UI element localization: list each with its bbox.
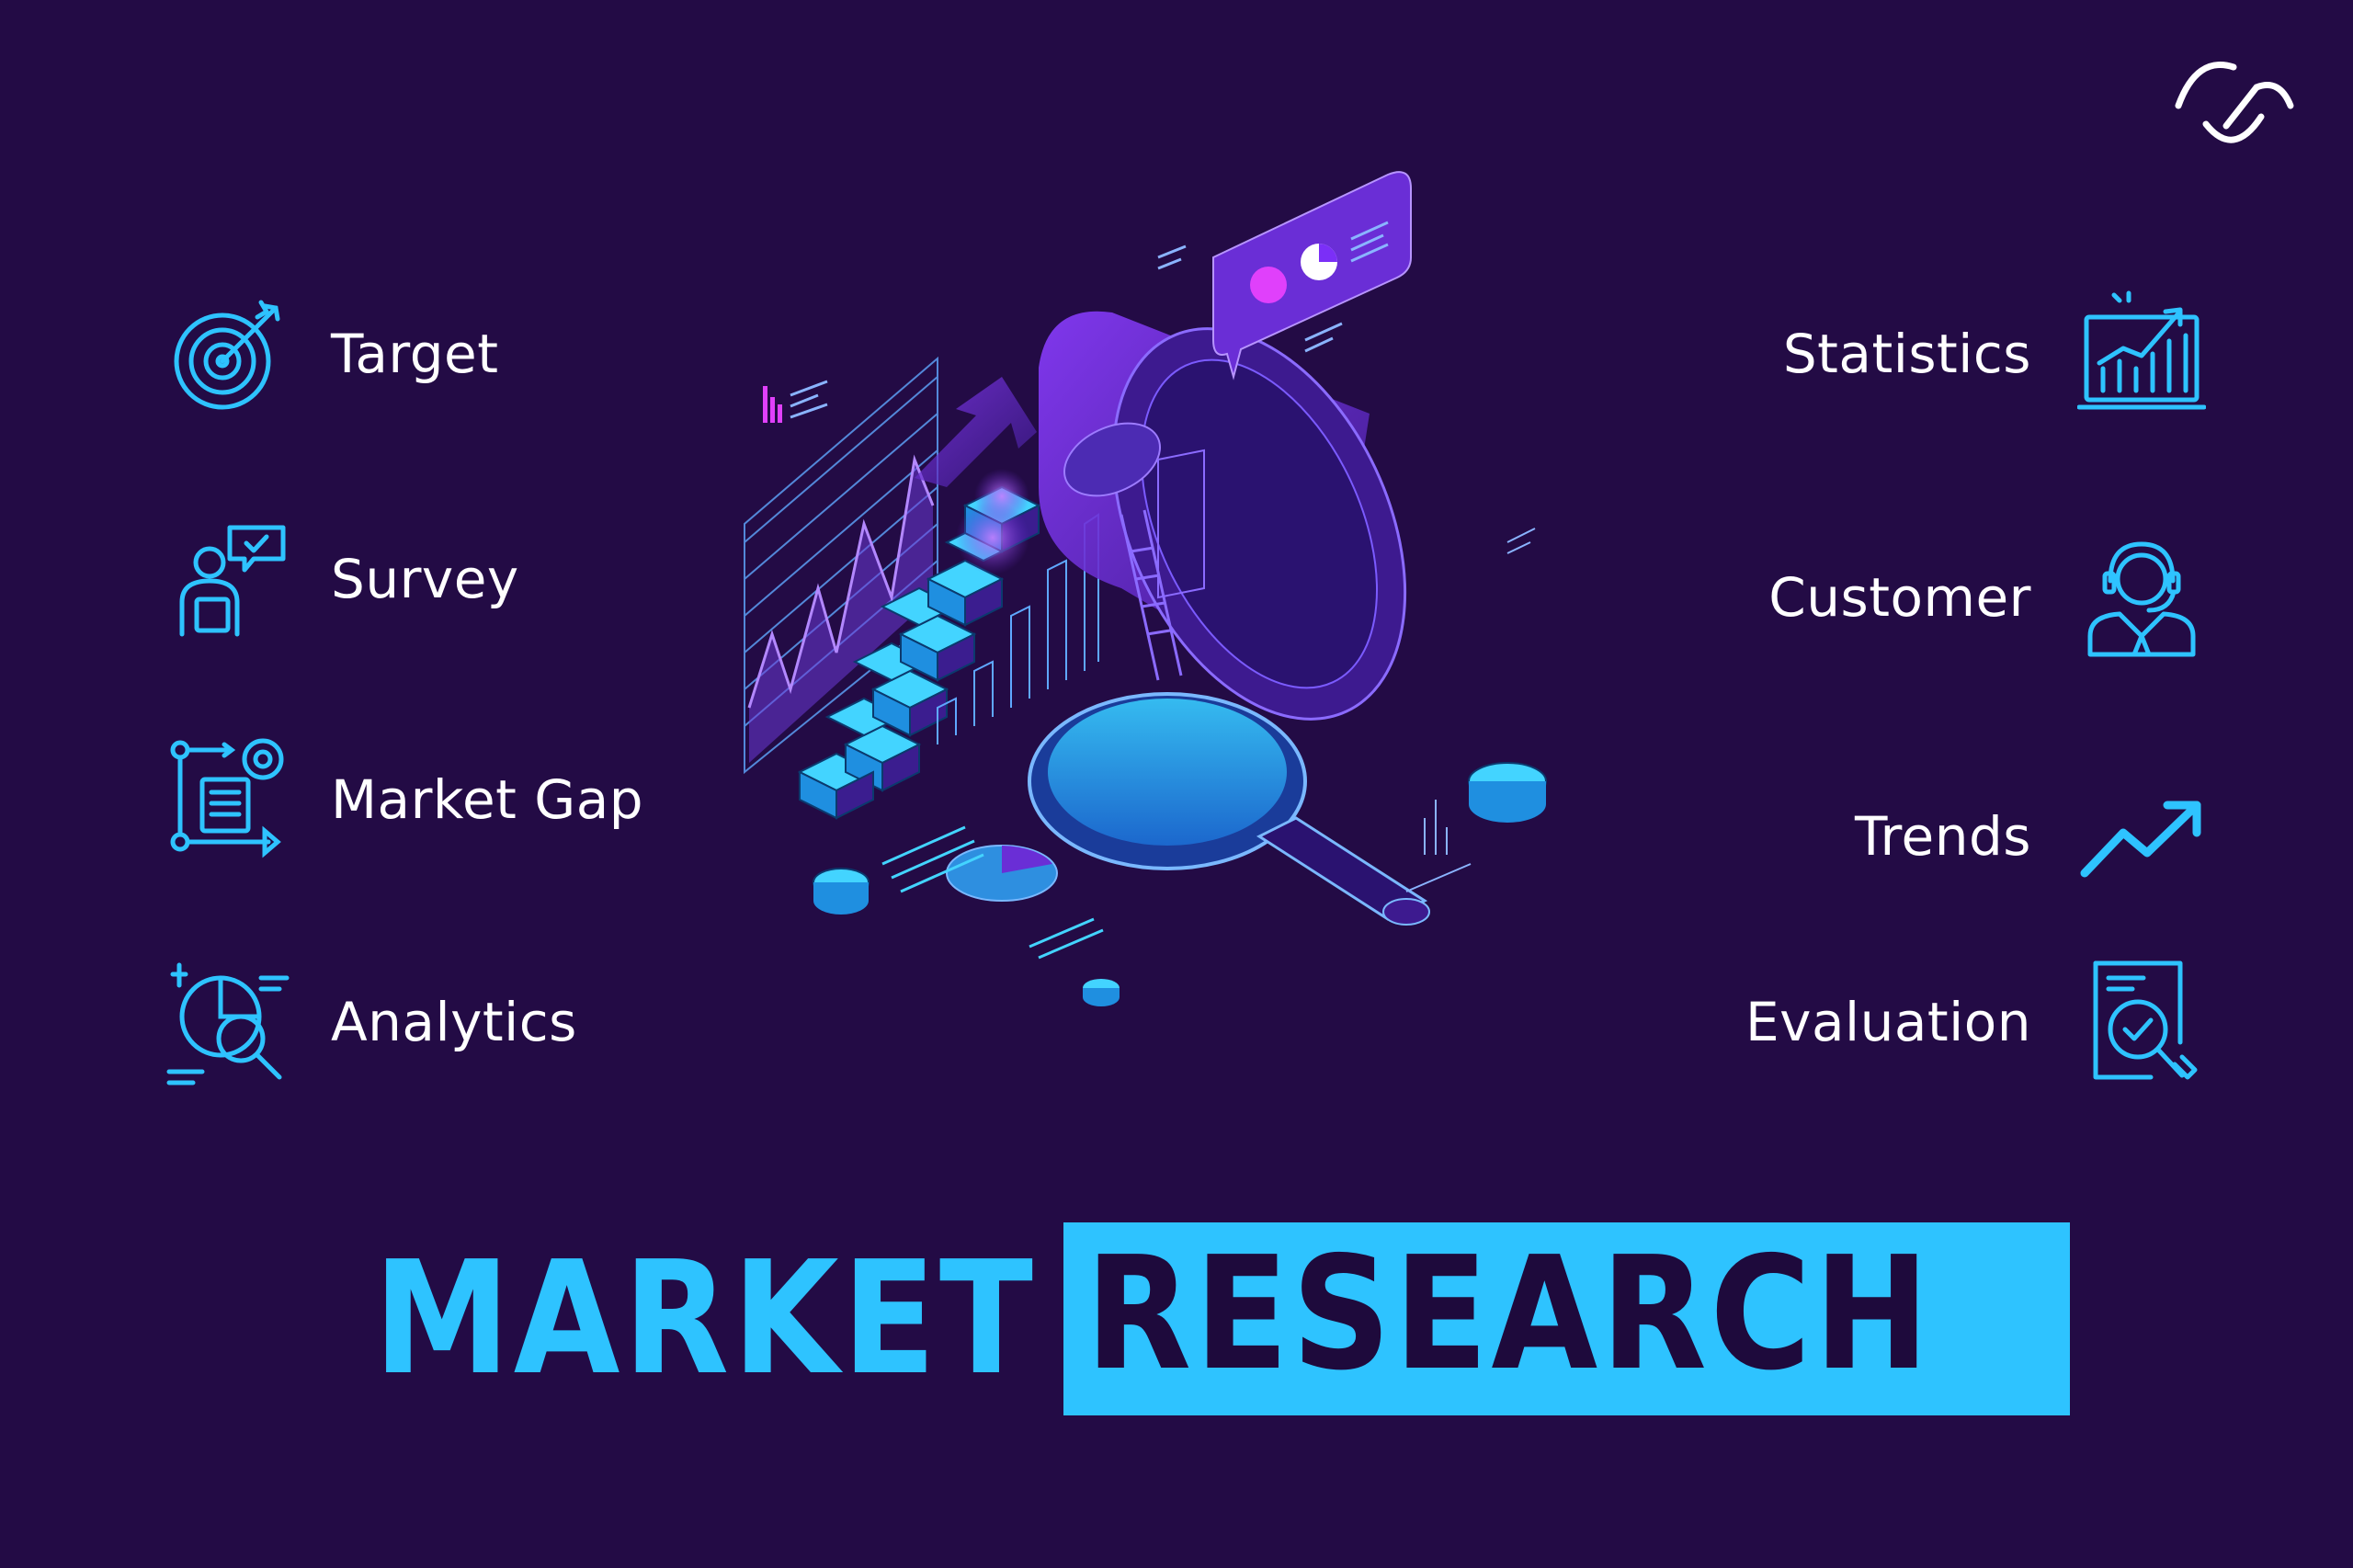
title-highlight-box: RESEARCH xyxy=(1063,1222,2071,1415)
feature-target: Target xyxy=(165,290,498,418)
feature-label: Target xyxy=(331,323,499,385)
feature-trends: Trends xyxy=(1855,772,2206,901)
feature-market-gap: Market Gap xyxy=(165,735,643,864)
target-arrow-icon xyxy=(165,290,294,418)
main-title: MARKET RESEARCH xyxy=(0,1222,2353,1415)
survey-person-chat-icon xyxy=(165,515,294,643)
statistics-chart-icon xyxy=(2076,290,2207,418)
feature-survey: Survey xyxy=(165,515,519,643)
feature-label: Customer xyxy=(1768,566,2031,629)
market-research-illustration xyxy=(744,171,1547,1006)
brand-logo-icon xyxy=(2175,62,2294,143)
feature-label: Market Gap xyxy=(331,768,644,831)
customer-headset-icon xyxy=(2077,533,2206,662)
feature-statistics: Statistics xyxy=(1782,290,2207,418)
feature-label: Survey xyxy=(331,548,519,610)
market-gap-process-icon xyxy=(165,735,294,864)
feature-label: Trends xyxy=(1855,805,2031,868)
feature-evaluation: Evaluation xyxy=(1745,958,2206,1086)
feature-analytics: Analytics xyxy=(165,958,577,1086)
feature-label: Analytics xyxy=(331,991,577,1053)
feature-label: Evaluation xyxy=(1745,991,2031,1053)
feature-label: Statistics xyxy=(1782,323,2031,385)
evaluation-document-icon xyxy=(2077,958,2206,1086)
title-word-market: MARKET xyxy=(373,1228,1037,1410)
feature-customer: Customer xyxy=(1768,533,2206,662)
title-word-research: RESEARCH xyxy=(1086,1223,1933,1405)
trend-arrow-icon xyxy=(2077,772,2206,901)
analytics-magnifier-icon xyxy=(165,958,294,1086)
